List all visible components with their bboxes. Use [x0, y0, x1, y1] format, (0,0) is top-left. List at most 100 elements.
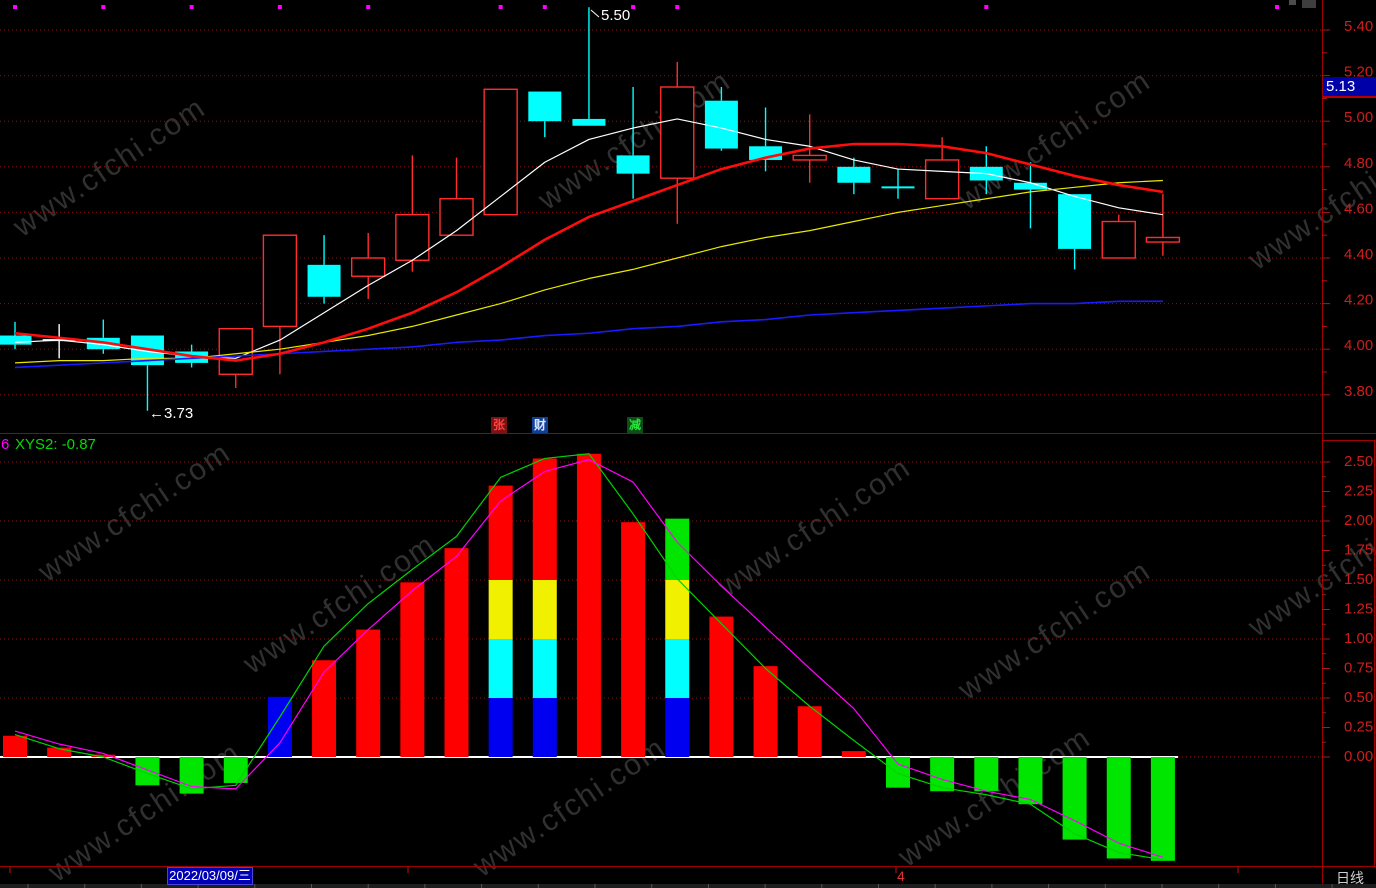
- histogram-bar-segment: [488, 698, 513, 757]
- histogram-bar: [223, 757, 248, 783]
- histogram-bar: [3, 735, 27, 757]
- watermark-text: www.cfchi.com: [712, 451, 917, 604]
- candle-body: [572, 118, 606, 126]
- event-dot: [498, 5, 503, 9]
- candle: [351, 232, 386, 300]
- watermark-text: www.cfchi.com: [7, 91, 212, 244]
- period-label: 日线: [1336, 870, 1364, 886]
- indicator-axis-label: 0.25: [1344, 718, 1373, 735]
- histogram-bar: [930, 757, 955, 792]
- histogram-bar: [532, 458, 557, 757]
- date-tag: 2022/03/09/三: [167, 867, 253, 885]
- histogram-bar-segment: [91, 754, 116, 757]
- candle: [616, 87, 650, 199]
- candle: [86, 319, 120, 354]
- candle-body: [218, 327, 253, 375]
- histogram-bar-segment: [1150, 757, 1175, 861]
- candle-body: [1058, 194, 1092, 249]
- watermark-text: www.cfchi.com: [952, 554, 1157, 707]
- histogram-bar: [312, 660, 337, 757]
- event-dot: [366, 5, 371, 9]
- indicator-name-value: XYS2: -0.87: [15, 436, 96, 453]
- histogram-bar-segment: [665, 639, 690, 698]
- histogram-bar: [886, 757, 910, 788]
- candle: [483, 88, 518, 216]
- indicator-axis-label: 1.25: [1344, 600, 1373, 617]
- indicator-axis-label: 1.50: [1344, 571, 1373, 588]
- low-price-annotation: ←3.73: [149, 405, 194, 422]
- signal-tag-1: 财: [532, 417, 548, 433]
- histogram-bar-segment: [400, 582, 425, 757]
- event-dot: [277, 5, 282, 9]
- price-axis-label: 4.40: [1344, 246, 1373, 263]
- histogram-bar-segment: [797, 706, 822, 757]
- candle-body: [307, 264, 341, 297]
- histogram-bar-segment: [532, 458, 557, 580]
- annotation-arrow: [590, 9, 600, 18]
- histogram-bar-segment: [488, 580, 513, 639]
- histogram-bar: [1062, 757, 1087, 840]
- histogram-bar-segment: [709, 616, 734, 757]
- indicator-value-prefix: 6: [1, 436, 10, 453]
- ma-yellow: [14, 179, 1163, 364]
- candle-body: [704, 100, 738, 149]
- candle-body: [439, 198, 474, 236]
- candle-body: [924, 159, 960, 200]
- histogram-bar: [621, 522, 646, 757]
- histogram-bar-segment: [886, 757, 910, 788]
- candle-body: [351, 257, 386, 277]
- price-axis-label: 4.60: [1344, 200, 1373, 217]
- candle-body: [660, 86, 695, 179]
- histogram-bar: [709, 616, 734, 757]
- event-dot: [13, 5, 17, 9]
- indicator-axis-label: 0.00: [1344, 748, 1373, 765]
- watermark-text: www.cfchi.com: [952, 64, 1157, 217]
- histogram-bar-segment: [1106, 757, 1131, 859]
- candle-body: [1145, 236, 1181, 243]
- indicator-axis-label: 1.75: [1344, 541, 1373, 558]
- price-axis-label: 5.40: [1344, 18, 1373, 35]
- screen-artifact: [1289, 0, 1296, 5]
- indicator-axis-label: 2.00: [1344, 512, 1373, 529]
- histogram-bar: [400, 582, 425, 757]
- histogram-bar: [753, 666, 778, 757]
- candle-body: [262, 234, 298, 328]
- event-dot: [1275, 5, 1279, 9]
- indicator-axis-label: 0.50: [1344, 689, 1373, 706]
- candle: [881, 169, 915, 199]
- candle-body: [0, 335, 32, 345]
- histogram-bar-segment: [444, 548, 469, 757]
- histogram-bar: [267, 696, 292, 757]
- indicator-axis-label: 2.25: [1344, 482, 1373, 499]
- candle-body: [395, 213, 430, 261]
- high-price-annotation: 5.50: [601, 7, 631, 24]
- candle: [660, 61, 695, 224]
- histogram-bar: [1150, 757, 1175, 861]
- event-dot: [101, 5, 106, 9]
- signal-tag-2: 减: [627, 417, 643, 433]
- candle-body: [837, 166, 871, 183]
- histogram-bar-segment: [753, 666, 778, 757]
- candle: [439, 157, 474, 236]
- histogram-bar-segment: [665, 518, 690, 580]
- histogram-bar-segment: [930, 757, 955, 792]
- signal-tag-0: 张: [491, 417, 507, 433]
- indicator-axis-label: 1.00: [1344, 630, 1373, 647]
- screen-artifact: [1302, 0, 1316, 8]
- histogram-bar: [91, 754, 116, 757]
- event-dot: [675, 5, 680, 9]
- histogram-bar-segment: [532, 698, 557, 757]
- candle: [395, 155, 430, 272]
- bottom-scrollbar[interactable]: [0, 884, 1376, 888]
- indicator-axis-label: 0.75: [1344, 659, 1373, 676]
- candle: [307, 235, 341, 304]
- histogram-bar-segment: [312, 660, 337, 757]
- histogram-bar-segment: [576, 453, 601, 757]
- histogram-bar: [797, 706, 822, 757]
- candle: [704, 87, 738, 151]
- candle: [218, 327, 253, 388]
- histogram-bar: [1106, 757, 1131, 859]
- candle-body: [792, 154, 827, 161]
- event-dot: [542, 5, 547, 9]
